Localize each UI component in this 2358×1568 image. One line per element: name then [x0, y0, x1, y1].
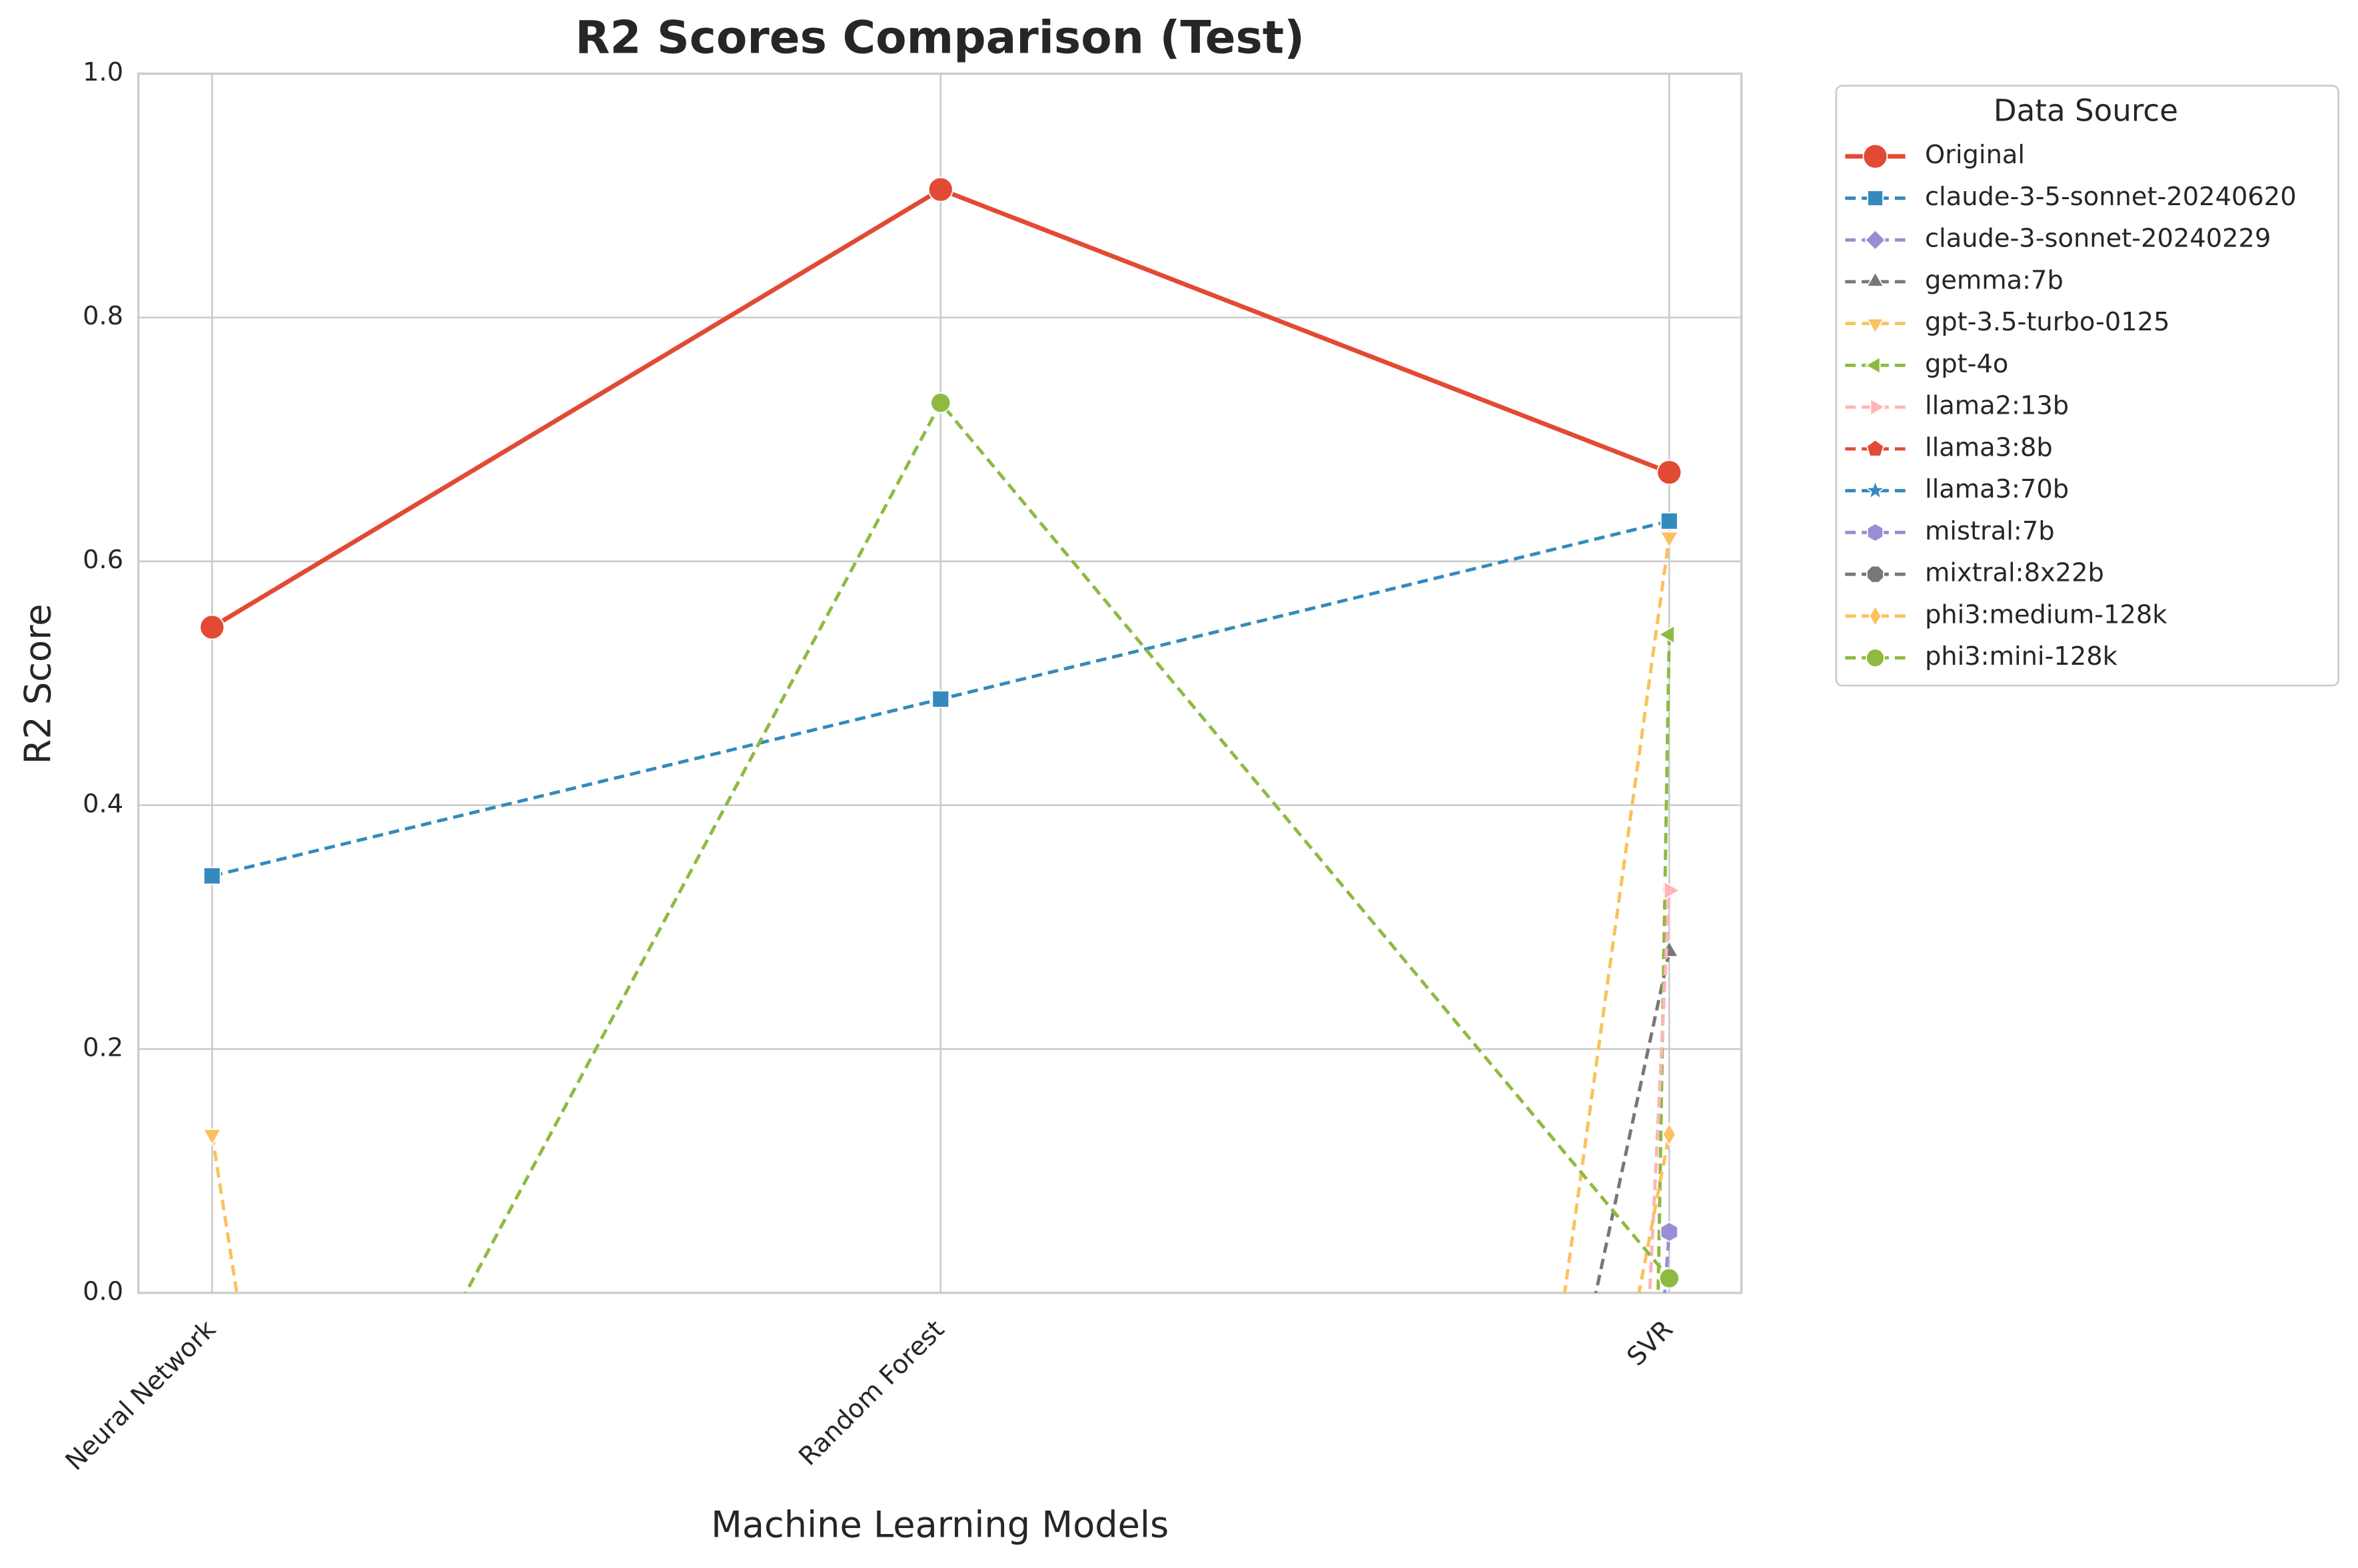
x-tick-label: Neural Network: [60, 1314, 223, 1477]
y-axis-label: R2 Score: [17, 603, 59, 764]
legend-label: llama3:8b: [1925, 432, 2053, 462]
legend-marker: [1870, 398, 1886, 417]
y-tick-label: 0.0: [83, 1276, 123, 1306]
legend-title: Data Source: [1994, 93, 2178, 128]
legend-marker: [1866, 270, 1885, 287]
x-tick-label: Random Forest: [793, 1314, 950, 1471]
marker: [1660, 1221, 1678, 1243]
marker: [202, 1128, 223, 1146]
marker: [1658, 1268, 1680, 1289]
legend-label: phi3:mini-128k: [1925, 641, 2118, 671]
legend-label: claude-3-5-sonnet-20240620: [1925, 182, 2297, 212]
legend-box: [1835, 85, 2339, 687]
marker: [1662, 1122, 1676, 1146]
x-tick-label: SVR: [1621, 1314, 1678, 1372]
legend-marker: [1868, 605, 1882, 627]
legend-marker: [1864, 356, 1881, 375]
legend-label: gemma:7b: [1925, 265, 2063, 295]
x-axis-label: Machine Learning Models: [711, 1504, 1169, 1546]
y-tick-label: 0.6: [83, 545, 123, 575]
marker: [927, 177, 953, 202]
legend-marker: [1867, 190, 1884, 206]
marker: [203, 867, 221, 885]
legend-marker: [1866, 439, 1885, 457]
legend-label: Original: [1925, 140, 2025, 170]
legend-marker: [1864, 479, 1887, 500]
plot-frame: [137, 72, 1743, 1294]
legend-label: claude-3-sonnet-20240229: [1925, 224, 2271, 254]
legend-marker: [1866, 522, 1884, 542]
y-tick-label: 0.2: [83, 1032, 123, 1062]
legend-label: gpt-4o: [1925, 349, 2008, 379]
legend-marker: [1864, 229, 1886, 251]
marker: [931, 690, 950, 708]
legend-marker: [1866, 318, 1885, 334]
chart-title: R2 Scores Comparison (Test): [575, 11, 1305, 63]
legend-label: llama2:13b: [1925, 391, 2069, 421]
legend-marker: [1866, 648, 1885, 668]
marker: [1663, 881, 1681, 901]
plot-data: [199, 177, 1682, 1293]
legend-marker: [1862, 143, 1888, 169]
marker: [199, 614, 225, 640]
y-tick-label: 0.4: [83, 789, 123, 819]
marker: [1658, 624, 1675, 645]
legend-label: llama3:70b: [1925, 474, 2069, 504]
legend-label: mistral:7b: [1925, 516, 2055, 546]
y-tick-label: 1.0: [83, 57, 123, 87]
legend-label: mixtral:8x22b: [1925, 558, 2104, 588]
marker: [1656, 460, 1682, 486]
y-tick-label: 0.8: [83, 301, 123, 331]
legend-marker: [1866, 565, 1884, 584]
marker: [1659, 531, 1680, 549]
marker: [930, 392, 951, 414]
marker: [1660, 512, 1678, 530]
legend-label: phi3:medium-128k: [1925, 599, 2167, 629]
legend-label: gpt-3.5-turbo-0125: [1925, 307, 2170, 337]
